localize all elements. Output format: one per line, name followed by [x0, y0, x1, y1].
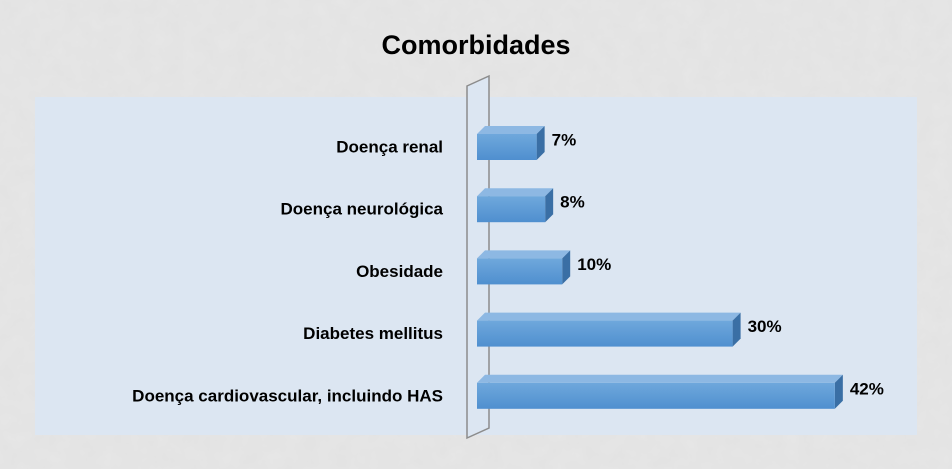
bar-top [477, 312, 741, 321]
bar-side [562, 250, 571, 285]
bar-top [477, 126, 545, 134]
bar-side [834, 374, 843, 409]
bar [477, 196, 546, 223]
category-label: Doença neurológica [281, 200, 444, 219]
bar [477, 258, 563, 285]
bar-side [536, 126, 545, 160]
category-label: Doença renal [336, 137, 443, 156]
data-label: 7% [552, 130, 577, 149]
data-label: 42% [850, 379, 884, 398]
bar-top [477, 188, 554, 197]
category-label: Doença cardiovascular, incluindo HAS [132, 386, 443, 405]
data-label: 8% [560, 193, 585, 212]
bar-side [545, 188, 554, 223]
bar-top [477, 374, 843, 383]
bar-top [477, 250, 571, 259]
bar [477, 134, 537, 160]
bar [477, 320, 733, 347]
data-label: 30% [748, 317, 782, 336]
category-label: Obesidade [356, 262, 443, 281]
axis-wall [466, 74, 490, 440]
bar-side [732, 312, 741, 347]
chart-title: Comorbidades [381, 30, 570, 60]
bar [477, 382, 835, 409]
data-label: 10% [577, 255, 611, 274]
category-label: Diabetes mellitus [303, 324, 443, 343]
